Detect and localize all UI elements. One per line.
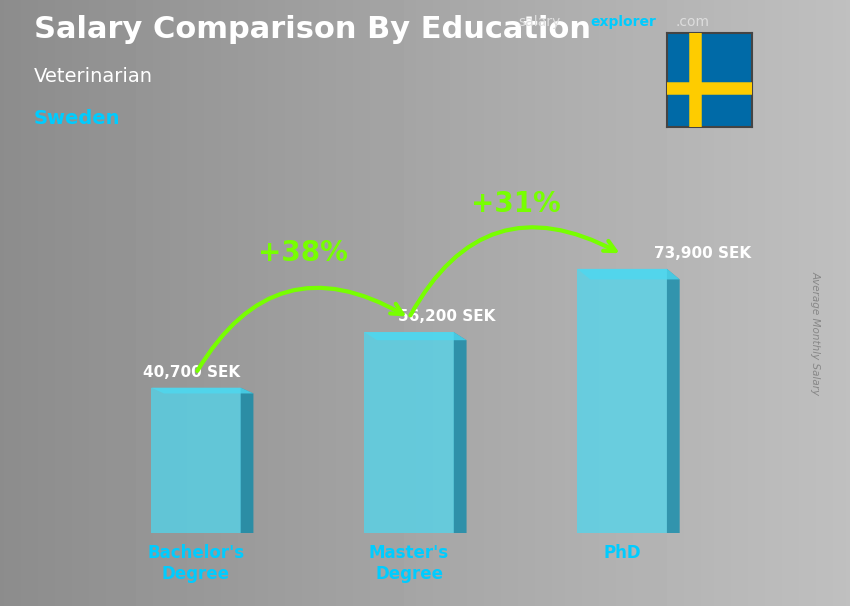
Text: 40,700 SEK: 40,700 SEK <box>143 365 240 380</box>
Polygon shape <box>577 269 680 279</box>
Text: +38%: +38% <box>258 239 348 267</box>
Polygon shape <box>454 332 467 533</box>
Polygon shape <box>667 269 680 533</box>
Bar <box>151 388 241 533</box>
Bar <box>577 269 667 533</box>
Text: Average Monthly Salary: Average Monthly Salary <box>810 271 820 395</box>
Text: +31%: +31% <box>471 190 560 218</box>
Text: Veterinarian: Veterinarian <box>34 67 153 85</box>
Text: salary: salary <box>518 15 561 29</box>
Text: .com: .com <box>676 15 710 29</box>
Bar <box>365 332 454 533</box>
Text: explorer: explorer <box>591 15 656 29</box>
Polygon shape <box>365 332 467 340</box>
Text: Salary Comparison By Education: Salary Comparison By Education <box>34 15 591 44</box>
FancyArrowPatch shape <box>411 227 615 316</box>
Polygon shape <box>151 388 253 393</box>
Text: 73,900 SEK: 73,900 SEK <box>654 246 751 261</box>
FancyArrowPatch shape <box>197 288 403 371</box>
Text: Sweden: Sweden <box>34 109 121 128</box>
Polygon shape <box>241 388 253 533</box>
Text: 56,200 SEK: 56,200 SEK <box>399 309 496 324</box>
